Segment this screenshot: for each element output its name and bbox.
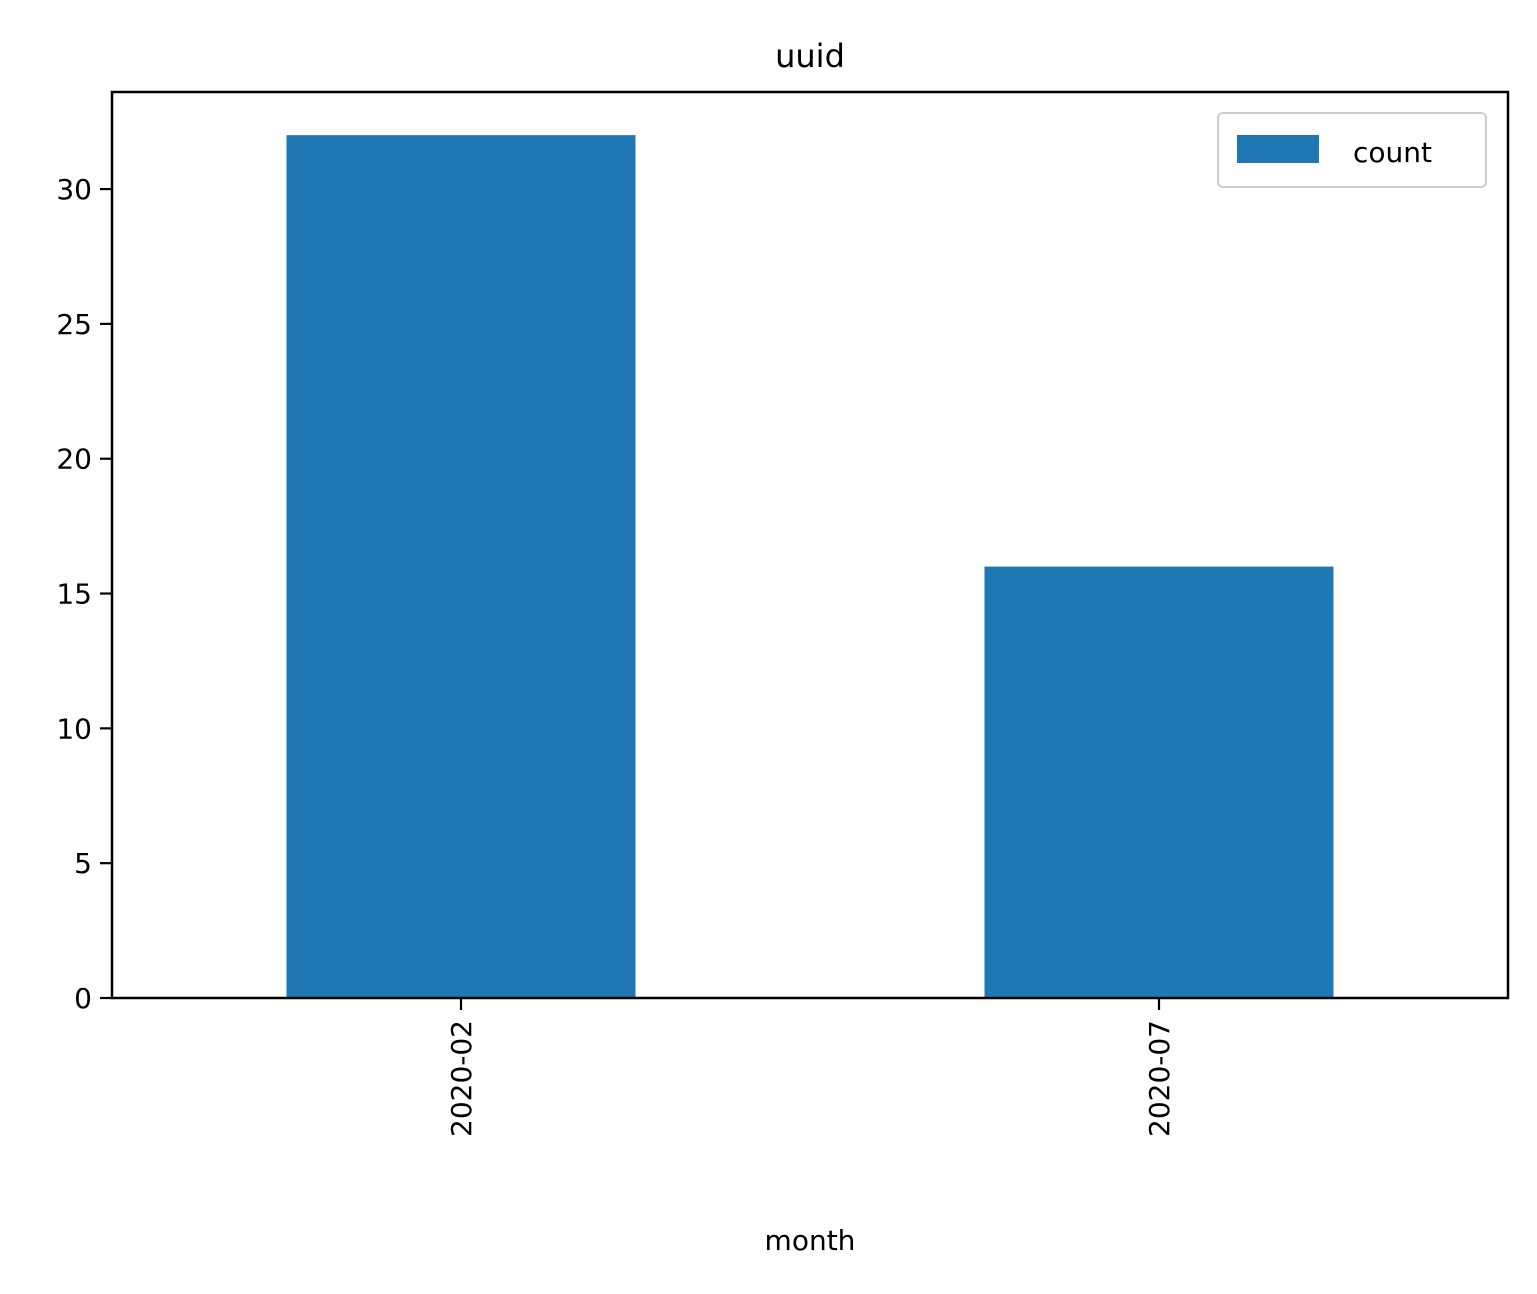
x-axis: 2020-02 2020-07 bbox=[445, 998, 1176, 1137]
y-tick-label: 15 bbox=[56, 578, 92, 611]
legend-swatch bbox=[1237, 135, 1319, 163]
legend: count bbox=[1217, 112, 1487, 188]
y-tick-label: 30 bbox=[56, 173, 92, 206]
bars bbox=[286, 135, 1334, 999]
legend-label: count bbox=[1353, 136, 1432, 169]
plot-frame bbox=[110, 90, 1510, 1000]
y-tick-label: 10 bbox=[56, 712, 92, 745]
y-tick-label: 20 bbox=[56, 443, 92, 476]
x-tick-label: 2020-02 bbox=[445, 1020, 478, 1137]
x-axis-label: month bbox=[765, 1224, 856, 1257]
y-tick-label: 25 bbox=[56, 308, 92, 341]
x-tick-label: 2020-07 bbox=[1143, 1020, 1176, 1137]
y-tick-label: 5 bbox=[74, 847, 92, 880]
bar bbox=[984, 566, 1334, 998]
chart-title: uuid bbox=[775, 37, 845, 75]
bar bbox=[286, 135, 636, 999]
y-tick-label: 0 bbox=[74, 982, 92, 1015]
y-axis: 0 5 10 15 20 25 30 bbox=[56, 173, 112, 1015]
legend-box bbox=[1217, 112, 1487, 188]
